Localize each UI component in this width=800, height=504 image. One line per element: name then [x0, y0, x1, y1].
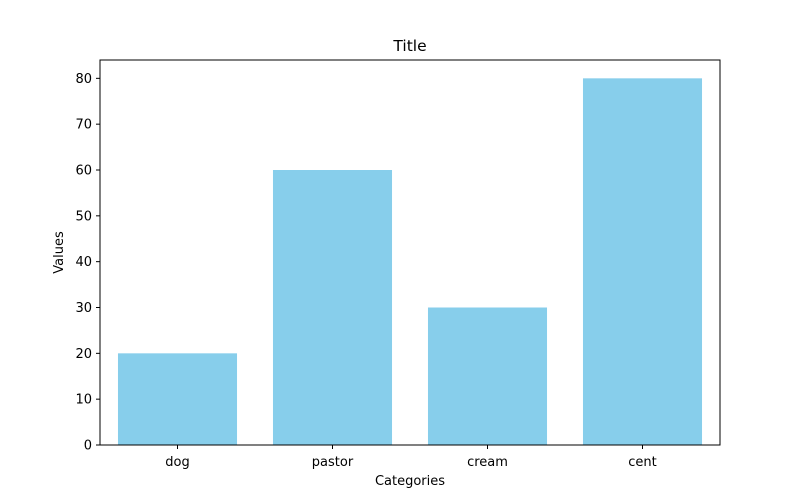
x-tick-label: cream — [467, 455, 508, 470]
y-tick-label: 30 — [75, 301, 92, 316]
y-axis-ticks: 0 10 20 30 40 50 60 70 80 — [75, 72, 100, 454]
axes-frame — [99, 59, 721, 446]
bar-cream — [427, 307, 548, 445]
y-tick-label: 0 — [84, 439, 92, 454]
y-tick-label: 40 — [75, 255, 92, 270]
x-tick-label: cent — [628, 455, 656, 470]
bar-cent — [582, 78, 703, 445]
y-tick-label: 60 — [75, 164, 92, 179]
x-axis-ticks: dog pastor cream cent — [165, 445, 657, 470]
bar-dog — [117, 353, 238, 445]
y-tick-label: 50 — [75, 209, 92, 224]
y-tick-label: 70 — [75, 118, 92, 133]
x-tick-label: dog — [165, 455, 189, 470]
y-tick-label: 10 — [75, 393, 92, 408]
x-axis-label: Categories — [375, 474, 445, 489]
bars-group — [117, 78, 703, 445]
y-axis-label: Values — [52, 231, 67, 274]
x-tick-label: pastor — [312, 455, 354, 470]
y-tick-label: 20 — [75, 347, 92, 362]
bar-pastor — [272, 170, 393, 445]
chart-title: Title — [392, 37, 426, 55]
y-tick-label: 80 — [75, 72, 92, 87]
